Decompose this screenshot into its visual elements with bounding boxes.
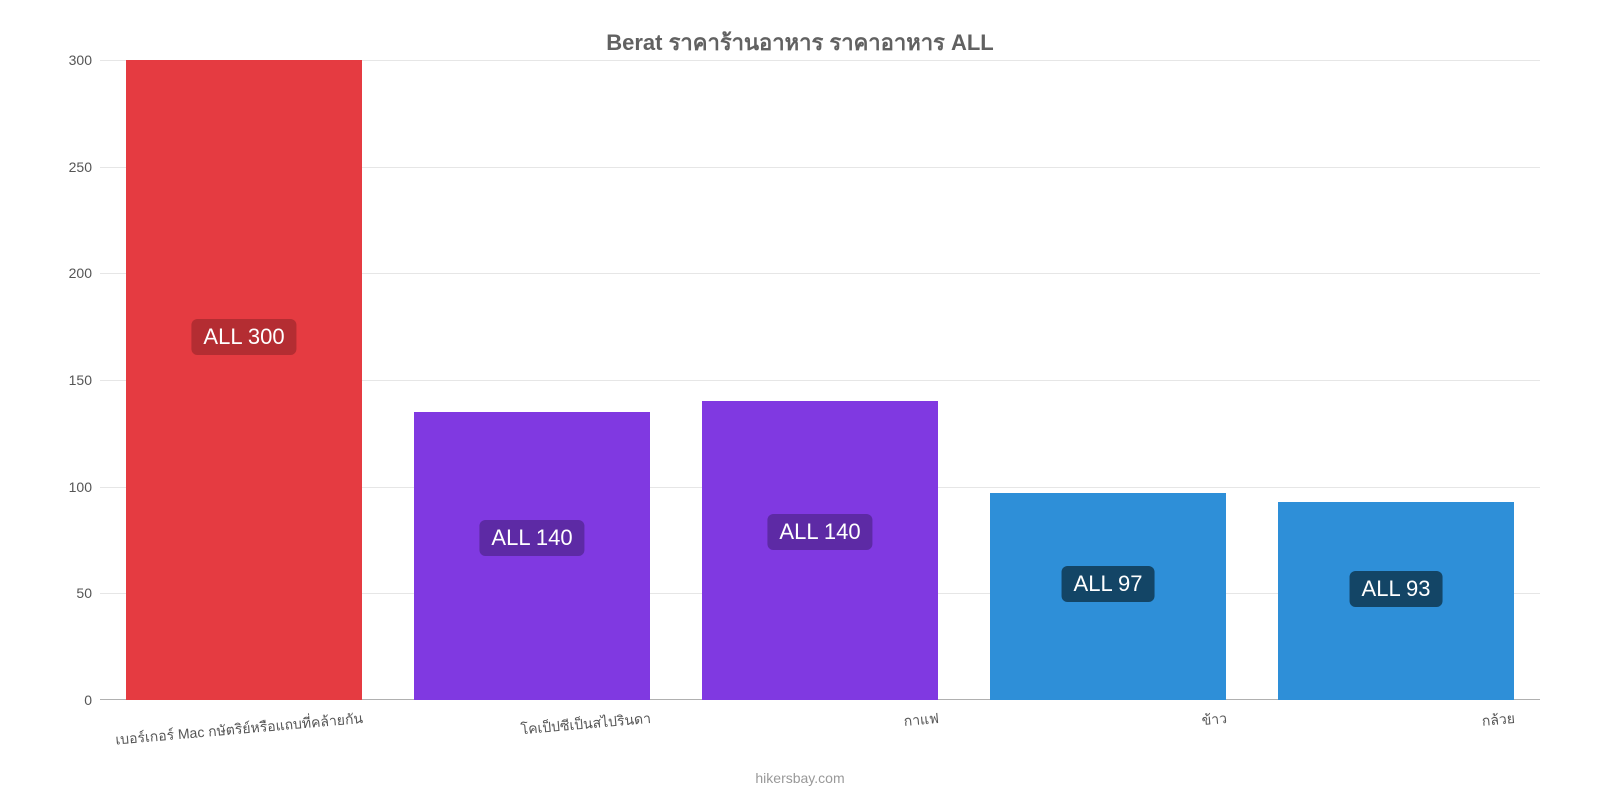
x-axis-label: โคเป็ปซีเป็นสไปรินดา bbox=[520, 708, 652, 741]
y-tick-label: 300 bbox=[69, 52, 92, 68]
value-badge: ALL 93 bbox=[1350, 571, 1443, 607]
x-axis-label: เบอร์เกอร์ Mac กษัตริย์หรือแถบที่คล้ายกั… bbox=[115, 708, 364, 752]
y-tick-label: 200 bbox=[69, 265, 92, 281]
x-axis-labels: เบอร์เกอร์ Mac กษัตริย์หรือแถบที่คล้ายกั… bbox=[100, 702, 1540, 762]
x-axis-label: กาแฟ bbox=[903, 708, 940, 733]
value-badge: ALL 97 bbox=[1062, 566, 1155, 602]
x-axis-label: ข้าว bbox=[1201, 708, 1228, 732]
bar bbox=[414, 412, 650, 700]
value-badge: ALL 300 bbox=[191, 319, 296, 355]
y-axis: 050100150200250300 bbox=[60, 60, 100, 700]
y-tick-label: 0 bbox=[84, 692, 92, 708]
attribution: hikersbay.com bbox=[755, 770, 844, 786]
value-badge: ALL 140 bbox=[767, 514, 872, 550]
plot-area: ALL 300 ALL 140 ALL 140 ALL 97 ALL 93 bbox=[100, 60, 1540, 700]
x-axis-label: กล้วย bbox=[1481, 708, 1516, 733]
value-badge: ALL 140 bbox=[479, 520, 584, 556]
y-tick-label: 150 bbox=[69, 372, 92, 388]
y-tick-label: 50 bbox=[76, 585, 92, 601]
bar bbox=[702, 401, 938, 700]
bar bbox=[126, 60, 362, 700]
y-tick-label: 100 bbox=[69, 479, 92, 495]
chart-title: Berat ราคาร้านอาหาร ราคาอาหาร ALL bbox=[0, 0, 1600, 60]
y-tick-label: 250 bbox=[69, 159, 92, 175]
